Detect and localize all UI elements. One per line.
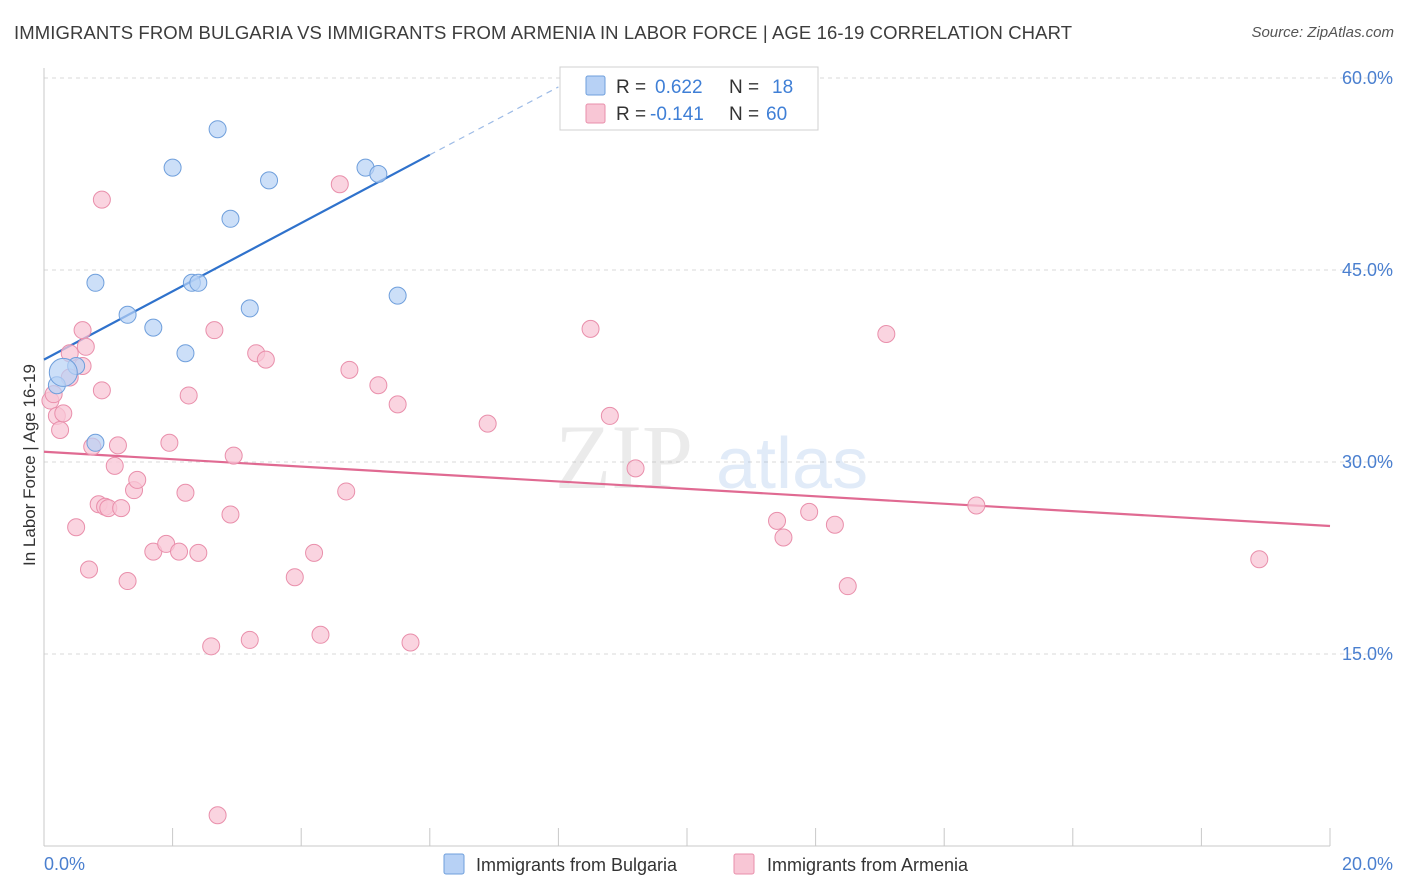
bulgaria-point bbox=[176, 344, 195, 363]
series-legend-swatch-armenia bbox=[733, 853, 755, 875]
legend-n-value-bulgaria: 18 bbox=[772, 77, 793, 98]
armenia-point bbox=[768, 511, 787, 530]
armenia-point bbox=[240, 630, 259, 649]
watermark-zip: ZIP bbox=[555, 406, 693, 508]
y-axis-label: In Labor Force | Age 16-19 bbox=[20, 364, 39, 566]
armenia-point bbox=[877, 325, 896, 343]
grid-lines bbox=[44, 77, 1392, 655]
bulgaria-point bbox=[369, 165, 388, 183]
bulgaria-point bbox=[260, 171, 279, 190]
bulgaria-point bbox=[48, 357, 78, 387]
chart-title: IMMIGRANTS FROM BULGARIA VS IMMIGRANTS F… bbox=[14, 22, 1073, 43]
armenia-point bbox=[800, 502, 819, 521]
bulgaria-point bbox=[189, 273, 208, 292]
bulgaria-point bbox=[221, 209, 240, 228]
legend-r-value-bulgaria: 0.622 bbox=[655, 77, 703, 98]
armenia-point bbox=[1250, 550, 1269, 569]
armenia-point bbox=[581, 319, 600, 338]
armenia-point bbox=[118, 572, 137, 591]
armenia-point bbox=[600, 406, 619, 425]
armenia-point bbox=[54, 404, 73, 423]
armenia-point bbox=[369, 376, 388, 395]
armenia-point bbox=[73, 321, 92, 340]
series-legend-label-armenia: Immigrants from Armenia bbox=[767, 855, 969, 875]
armenia-point bbox=[179, 386, 198, 405]
legend-swatch-bulgaria bbox=[585, 75, 606, 96]
y-tick-label: 45.0% bbox=[1342, 260, 1393, 280]
zipatlas-watermark: ZIP atlas bbox=[555, 406, 868, 508]
bulgaria-points bbox=[47, 120, 407, 452]
armenia-point bbox=[330, 175, 349, 194]
axes bbox=[43, 68, 1331, 847]
armenia-point bbox=[774, 528, 793, 547]
trend-line-armenia bbox=[43, 450, 1331, 528]
armenia-point bbox=[388, 395, 407, 414]
armenia-point bbox=[311, 625, 330, 644]
armenia-point bbox=[305, 543, 324, 562]
x-tick-label: 0.0% bbox=[44, 854, 85, 874]
legend-r-label-armenia: R = bbox=[616, 104, 646, 125]
correlation-legend: R = 0.622 N = 18 R = -0.141 N = 60 bbox=[559, 66, 819, 131]
y-tick-label: 15.0% bbox=[1342, 644, 1393, 664]
armenia-points bbox=[41, 175, 1269, 825]
bulgaria-point bbox=[144, 318, 163, 337]
trend-line-bulgaria bbox=[43, 153, 431, 361]
y-tick-label: 60.0% bbox=[1342, 68, 1393, 88]
armenia-point bbox=[401, 633, 420, 652]
armenia-point bbox=[76, 337, 95, 356]
legend-n-value-armenia: 60 bbox=[766, 104, 787, 125]
watermark-atlas: atlas bbox=[716, 424, 868, 504]
tick-labels: 15.0% 30.0% 45.0% 60.0% 0.0% 20.0% bbox=[44, 68, 1393, 874]
armenia-point bbox=[170, 542, 189, 561]
bulgaria-point bbox=[163, 158, 182, 177]
armenia-point bbox=[112, 499, 131, 518]
bulgaria-point bbox=[86, 433, 105, 452]
legend-r-value-armenia: -0.141 bbox=[650, 104, 704, 125]
trend-line-bulgaria-extension bbox=[429, 86, 559, 156]
armenia-point bbox=[221, 505, 240, 524]
armenia-point bbox=[189, 543, 208, 562]
legend-swatch-armenia bbox=[585, 103, 606, 124]
armenia-point bbox=[108, 436, 127, 455]
armenia-point bbox=[67, 518, 86, 537]
series-legend: Immigrants from Bulgaria Immigrants from… bbox=[443, 853, 969, 875]
legend-n-label-armenia: N = bbox=[729, 104, 759, 125]
armenia-point bbox=[202, 637, 221, 656]
armenia-point bbox=[176, 483, 195, 502]
series-legend-label-bulgaria: Immigrants from Bulgaria bbox=[476, 855, 678, 875]
armenia-point bbox=[256, 350, 275, 369]
armenia-point bbox=[208, 806, 227, 825]
legend-n-label-bulgaria: N = bbox=[729, 77, 759, 98]
armenia-point bbox=[205, 321, 224, 340]
armenia-point bbox=[478, 414, 497, 433]
trend-lines bbox=[43, 86, 1331, 528]
series-legend-swatch-bulgaria bbox=[443, 853, 465, 875]
bulgaria-point bbox=[208, 120, 227, 139]
armenia-point bbox=[825, 515, 844, 534]
bulgaria-point bbox=[86, 273, 105, 292]
x-tick-label: 20.0% bbox=[1342, 854, 1393, 874]
armenia-point bbox=[337, 482, 356, 501]
armenia-point bbox=[160, 433, 179, 452]
y-tick-label: 30.0% bbox=[1342, 452, 1393, 472]
armenia-point bbox=[92, 190, 111, 209]
armenia-point bbox=[80, 560, 99, 579]
armenia-point bbox=[340, 360, 359, 379]
armenia-point bbox=[967, 496, 986, 515]
source-label: Source: ZipAtlas.com bbox=[1251, 24, 1394, 41]
armenia-point bbox=[128, 470, 147, 489]
armenia-point bbox=[92, 381, 111, 400]
armenia-point bbox=[838, 577, 857, 596]
armenia-point bbox=[224, 446, 243, 465]
armenia-point bbox=[626, 459, 645, 478]
armenia-point bbox=[285, 568, 304, 587]
armenia-point bbox=[105, 456, 124, 475]
bulgaria-point bbox=[240, 299, 259, 318]
bulgaria-point bbox=[118, 305, 137, 324]
armenia-point bbox=[51, 421, 70, 439]
bulgaria-point bbox=[388, 286, 407, 305]
legend-r-label-bulgaria: R = bbox=[616, 77, 646, 98]
